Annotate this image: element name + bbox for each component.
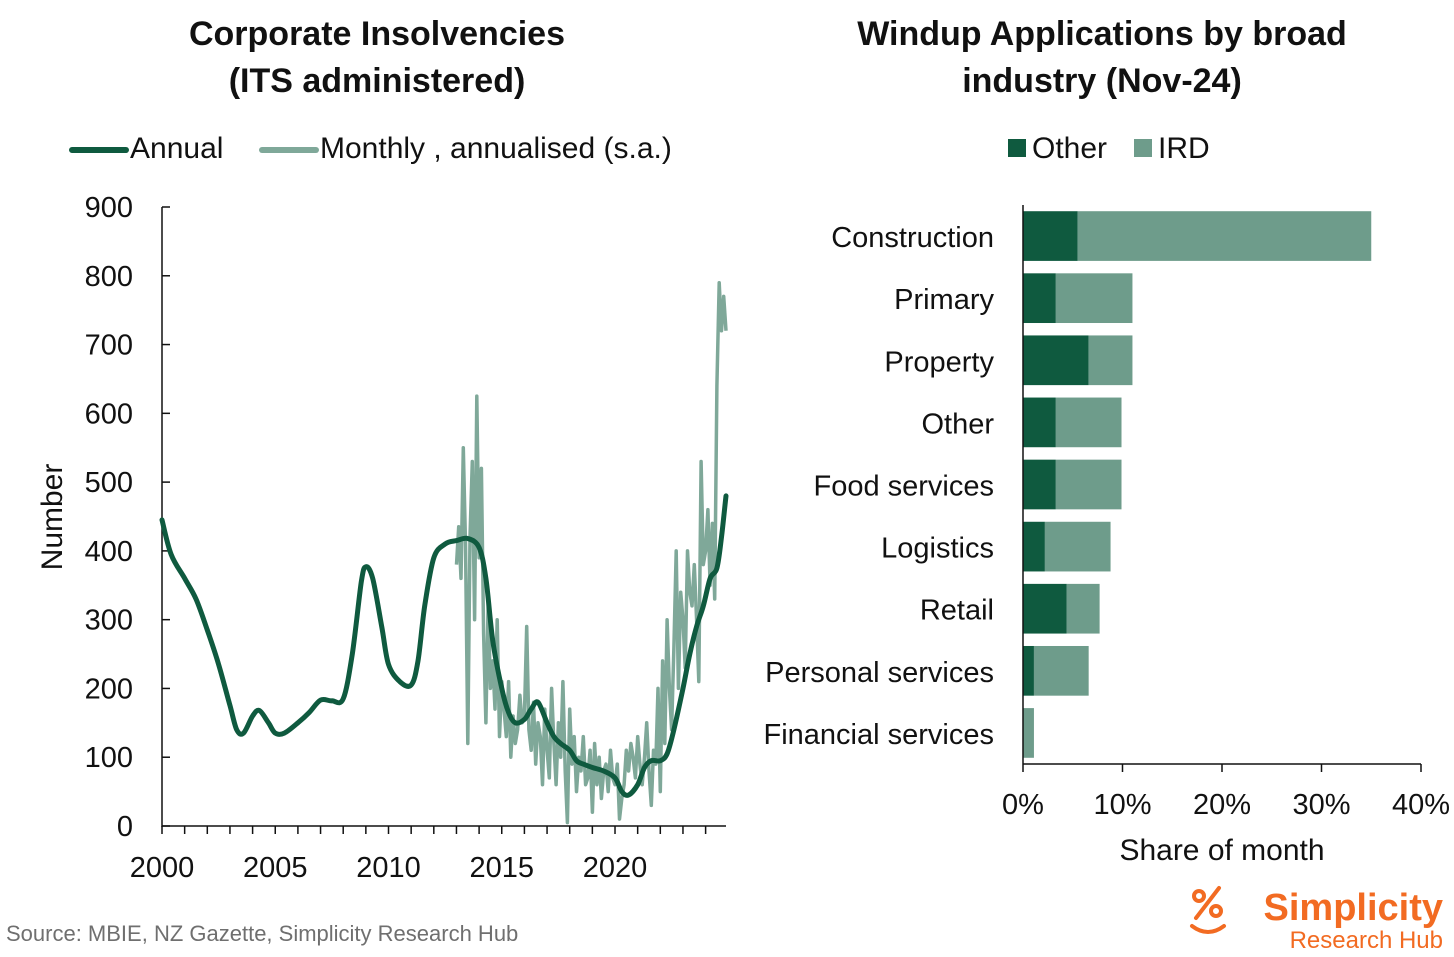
category-label: Retail (920, 595, 994, 627)
category-label: Construction (831, 222, 994, 254)
y-tick-label: 0 (117, 811, 133, 843)
logo-name: Simplicity (1264, 887, 1444, 929)
category-label: Logistics (881, 533, 994, 565)
line-chart-title-line2: (ITS administered) (229, 62, 526, 100)
x-tick-label: 2005 (243, 852, 308, 884)
percent-smile-icon (1190, 886, 1226, 934)
y-tick-label: 500 (85, 467, 133, 499)
line-chart-title-line1: Corporate Insolvencies (189, 15, 565, 53)
bar-ird-segment (1023, 708, 1034, 758)
bar-other-segment (1023, 211, 1078, 261)
line-chart-y-ticks: 0 100 200 300 400 500 600 700 800 900 (85, 192, 170, 843)
x-tick-label: 20% (1193, 789, 1251, 821)
bar-other-segment (1023, 583, 1067, 634)
bar-chart-title-line2: industry (Nov-24) (962, 62, 1242, 100)
category-label: Other (921, 408, 994, 440)
bar-ird-segment (1055, 273, 1133, 324)
x-tick-label: 0% (1002, 789, 1044, 821)
bar-other-segment (1023, 521, 1045, 572)
legend-other-label: Other (1032, 132, 1107, 165)
logo-sub: Research Hub (1290, 927, 1443, 954)
bar-chart: Windup Applications by broad industry (N… (764, 15, 1451, 867)
y-tick-label: 200 (85, 673, 133, 705)
bar-chart-title-line1: Windup Applications by broad (857, 15, 1347, 53)
bar-other-segment (1023, 645, 1034, 696)
x-tick-label: 40% (1392, 789, 1450, 821)
y-tick-label: 900 (85, 192, 133, 224)
source-note: Source: MBIE, NZ Gazette, Simplicity Res… (6, 921, 518, 946)
category-label: Property (884, 346, 994, 378)
line-chart-x-ticks: 2000 2005 2010 2015 2020 (130, 826, 707, 884)
bar-ird-segment (1055, 397, 1122, 448)
y-tick-label: 100 (85, 742, 133, 774)
bar-ird-segment (1033, 645, 1089, 696)
bar-chart-category-labels: Construction Primary Property Other Food ser… (764, 222, 995, 751)
category-label: Primary (894, 284, 994, 316)
legend-annual-label: Annual (130, 132, 223, 165)
legend-other-swatch (1008, 139, 1026, 157)
x-tick-label: 30% (1292, 789, 1350, 821)
legend-monthly-label: Monthly , annualised (s.a.) (320, 132, 672, 165)
bar-other-segment (1023, 397, 1056, 448)
bar-ird-segment (1055, 459, 1122, 510)
x-tick-label: 2020 (583, 852, 648, 884)
bar-ird-segment (1088, 335, 1133, 386)
y-tick-label: 300 (85, 605, 133, 637)
bar-ird-segment (1077, 211, 1372, 261)
x-tick-label: 2010 (356, 852, 421, 884)
series-monthly-line (454, 280, 728, 825)
bar-other-segment (1023, 335, 1089, 386)
legend-ird-label: IRD (1158, 132, 1210, 165)
x-tick-label: 10% (1093, 789, 1151, 821)
bar-chart-legend: Other IRD (1008, 132, 1210, 165)
category-label: Personal services (765, 657, 994, 689)
bar-other-segment (1023, 459, 1056, 510)
y-tick-label: 400 (85, 536, 133, 568)
line-chart-legend: Annual Monthly , annualised (s.a.) (69, 132, 672, 165)
bar-ird-segment (1044, 521, 1111, 572)
x-tick-label: 2015 (470, 852, 535, 884)
category-label: Food services (813, 471, 994, 503)
bar-chart-x-ticks: 0% 10% 20% 30% 40% (1002, 764, 1450, 821)
bar-other-segment (1023, 273, 1056, 324)
y-tick-label: 800 (85, 261, 133, 293)
legend-ird-swatch (1134, 139, 1152, 157)
y-tick-label: 600 (85, 398, 133, 430)
bar-chart-bars (1023, 211, 1372, 758)
x-tick-label: 2000 (130, 852, 195, 884)
y-tick-label: 700 (85, 330, 133, 362)
category-label: Financial services (764, 719, 994, 751)
line-chart: Corporate Insolvencies (ITS administered… (36, 15, 729, 884)
bar-ird-segment (1066, 583, 1100, 634)
line-chart-y-axis-label: Number (36, 464, 69, 571)
series-annual-line (159, 493, 729, 798)
bar-chart-x-axis-label: Share of month (1119, 834, 1324, 867)
simplicity-logo: Simplicity Research Hub (1190, 886, 1444, 954)
